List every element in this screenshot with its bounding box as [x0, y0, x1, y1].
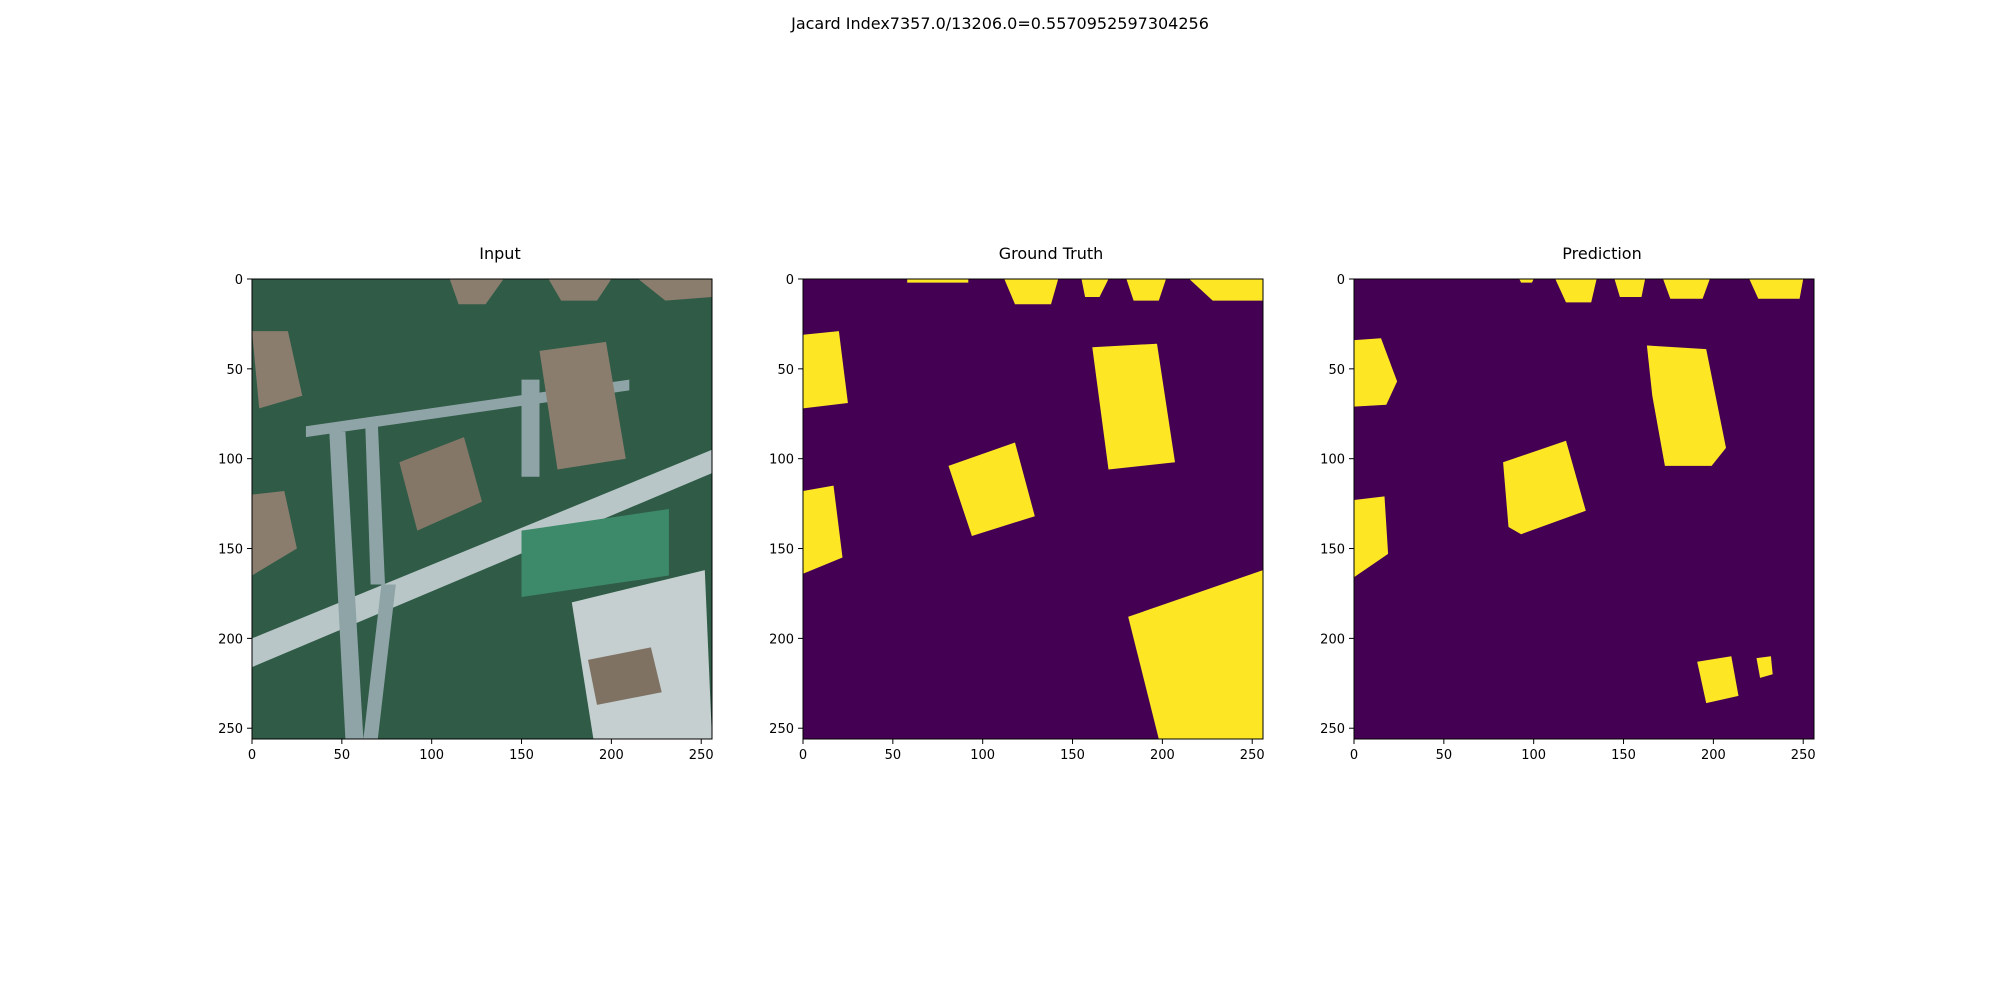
axes-frame [1353, 278, 1815, 740]
y-tick-label: 0 [235, 273, 243, 288]
x-tick-label: 100 [419, 748, 444, 763]
image-region-roof [252, 491, 297, 576]
x-tick-label: 0 [248, 748, 256, 763]
panel-title: Prediction [1562, 244, 1642, 263]
mask-building [1004, 279, 1059, 305]
image-region-path [329, 431, 364, 739]
y-tick-label: 100 [218, 453, 243, 468]
mask-building [1354, 338, 1398, 407]
mask-building [948, 442, 1035, 536]
y-tick-label: 0 [1337, 273, 1345, 288]
x-tick-label: 0 [1350, 748, 1358, 763]
image-region-roof [548, 279, 612, 301]
mask-building [1663, 279, 1710, 299]
figure-suptitle: Jacard Index7357.0/13206.0=0.55709525973… [791, 14, 1209, 33]
axes-frame [802, 278, 1264, 740]
y-tick-label: 200 [1320, 632, 1345, 647]
mask-building [1189, 279, 1263, 301]
image-region-path [521, 379, 540, 477]
panel-prediction: Prediction 0 50 100 150 200 250 0 50 100 150 200 25… [1302, 244, 1902, 767]
x-tick-label: 200 [1150, 748, 1175, 763]
mask-building [1614, 279, 1646, 297]
mask-building [1555, 279, 1597, 303]
y-tick-label: 250 [769, 722, 794, 737]
mask-building [1092, 343, 1175, 470]
x-tick-label: 0 [799, 748, 807, 763]
x-tick-label: 150 [509, 748, 534, 763]
y-tick-label: 250 [1320, 722, 1345, 737]
mask-building [907, 279, 969, 283]
x-tick-label: 50 [885, 748, 902, 763]
y-tick-label: 150 [1320, 543, 1345, 558]
image-region-roof [539, 341, 626, 470]
y-tick-label: 100 [1320, 453, 1345, 468]
y-tick-label: 50 [226, 363, 243, 378]
mask-building [1126, 279, 1166, 301]
x-tick-label: 100 [1521, 748, 1546, 763]
y-tick-label: 50 [777, 363, 794, 378]
x-tick-label: 150 [1611, 748, 1636, 763]
image-region-roof [399, 437, 482, 531]
image-region-roof [588, 647, 662, 705]
mask-building [803, 331, 848, 409]
y-tick-label: 200 [769, 632, 794, 647]
mask-building [1749, 279, 1804, 299]
x-tick-label: 150 [1060, 748, 1085, 763]
image-region-path [365, 422, 385, 585]
x-tick-label: 100 [970, 748, 995, 763]
mask-building [1128, 570, 1263, 739]
image-region-roof [638, 279, 712, 301]
y-tick-label: 200 [218, 632, 243, 647]
panel-ground-truth: Ground Truth 0 50 100 150 200 250 0 50 100 150 200… [751, 244, 1351, 767]
x-tick-label: 200 [1701, 748, 1726, 763]
mask-building [1503, 440, 1586, 535]
image-region-roof [252, 331, 303, 409]
ground-truth-mask-axes: 0 50 100 150 200 250 0 50 100 150 200 250 [769, 273, 1265, 763]
mask-building [1354, 496, 1389, 578]
y-tick-label: 150 [218, 543, 243, 558]
image-region-roof [449, 279, 504, 305]
x-tick-label: 50 [1436, 748, 1453, 763]
x-tick-label: 200 [599, 748, 624, 763]
x-tick-label: 50 [334, 748, 351, 763]
mask-building [1519, 279, 1534, 283]
mask-building [1756, 656, 1773, 678]
x-tick-label: 250 [1791, 748, 1816, 763]
axes-frame [251, 278, 713, 740]
mask-building [1081, 279, 1109, 297]
prediction-mask-axes: 0 50 100 150 200 250 0 50 100 150 200 250 [1320, 273, 1816, 763]
x-tick-label: 250 [689, 748, 714, 763]
x-tick-label: 250 [1240, 748, 1265, 763]
input-image-axes: 0 50 100 150 200 250 0 50 100 150 200 250 [218, 273, 714, 763]
y-tick-label: 50 [1328, 363, 1345, 378]
y-tick-label: 100 [769, 453, 794, 468]
y-tick-label: 0 [786, 273, 794, 288]
image-region-lawn [521, 509, 669, 597]
mask-building [1697, 656, 1739, 704]
image-region-road [252, 449, 712, 668]
image-region-path [363, 584, 396, 739]
y-tick-label: 250 [218, 722, 243, 737]
panel-input: Input 0 50 100 150 200 250 0 50 100 150 200 250 [200, 244, 800, 767]
mask-building [1646, 345, 1726, 466]
panel-title: Ground Truth [998, 244, 1104, 263]
y-tick-label: 150 [769, 543, 794, 558]
panel-title: Input [479, 244, 521, 263]
mask-building [803, 485, 843, 574]
